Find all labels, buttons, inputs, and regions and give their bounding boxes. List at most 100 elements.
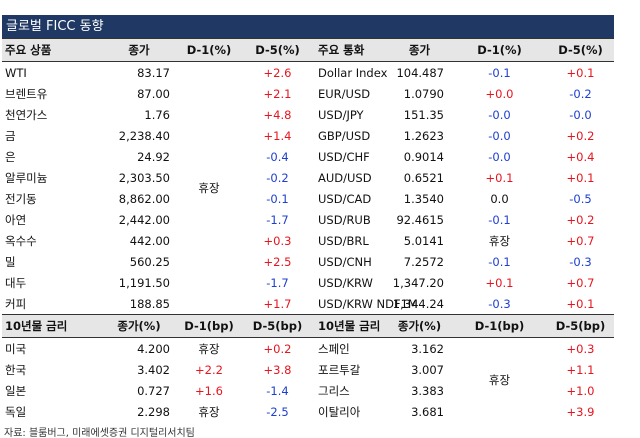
cell: 2.298 [137, 404, 170, 419]
merged-cell: 휴장 [488, 373, 511, 387]
header-cell: 주요 통화 [315, 38, 387, 62]
cell: 2,238.40 [118, 128, 170, 143]
cell: 1.2623 [403, 128, 444, 143]
cell: -0.1 [488, 254, 511, 269]
merged-cell: 휴장 [198, 181, 220, 195]
cell: -1.7 [266, 212, 289, 227]
cell: Dollar Index [318, 65, 388, 80]
report: 글로벌 FICC 동향 주요 상품 종가 D-1(%) D-5(%) 주요 통화 종가 D-… [2, 15, 614, 438]
cell: 은 [5, 149, 16, 164]
cell: +1.0 [566, 383, 595, 398]
cell: WTI [5, 65, 27, 80]
cell: 일본 [5, 383, 27, 398]
header-cell: 종가(%) [100, 314, 178, 338]
cell: 1,344.24 [392, 296, 444, 311]
bottom-table: 10년물 금리 종가(%) D-1(bp) D-5(bp) 10년물 금리 종가(%) D-… [2, 314, 614, 422]
cell: USD/BRL [318, 233, 369, 248]
top-table: 주요 상품 종가 D-1(%) D-5(%) 주요 통화 종가 D-1(%) D-5(%) WT… [2, 38, 614, 314]
cell: USD/CAD [318, 191, 372, 206]
cell: 스페인 [318, 341, 350, 356]
cell: +1.6 [195, 383, 223, 398]
cell: 1.3540 [403, 191, 444, 206]
cell: AUD/USD [318, 170, 372, 185]
cell: -1.7 [266, 275, 289, 290]
cell: 3.383 [411, 383, 444, 398]
cell: 1.0790 [403, 86, 444, 101]
cell: 알루미늄 [5, 170, 48, 185]
cell: 3.402 [137, 362, 170, 377]
cell: 전기동 [5, 191, 37, 206]
cell: 92.4615 [396, 212, 444, 227]
cell: +1.1 [566, 362, 595, 377]
cell: +0.1 [485, 275, 514, 290]
cell: 3.007 [411, 362, 444, 377]
cell: 7.2572 [403, 254, 444, 269]
cell: 0.727 [137, 383, 170, 398]
cell: +2.5 [263, 254, 292, 269]
cell: +0.4 [566, 149, 595, 164]
cell: USD/KRW NDF1M [318, 296, 418, 311]
cell: 미국 [5, 341, 27, 356]
header-cell: 주요 상품 [2, 38, 100, 62]
cell: 천연가스 [5, 107, 48, 122]
cell: GBP/USD [318, 128, 371, 143]
cell: +2.6 [263, 65, 292, 80]
cell: +0.1 [566, 170, 595, 185]
cell: -0.0 [569, 107, 592, 122]
cell: +0.7 [566, 233, 595, 248]
cell: 포르투갈 [318, 362, 361, 377]
cell: 이탈리아 [318, 404, 361, 419]
cell: 1,347.20 [392, 275, 444, 290]
cell: +1.4 [263, 128, 292, 143]
cell: +0.2 [566, 212, 595, 227]
cell: -0.0 [488, 107, 511, 122]
header-cell: 종가 [100, 38, 178, 62]
cell: +3.9 [566, 404, 595, 419]
cell: 83.17 [137, 65, 170, 80]
cell: 1.76 [144, 107, 170, 122]
cell: 24.92 [137, 149, 170, 164]
cell: USD/KRW [318, 275, 373, 290]
cell: -2.5 [266, 404, 289, 419]
cell: 151.35 [403, 107, 444, 122]
header-cell: D-5(bp) [240, 314, 315, 338]
row: 천연가스 1.76 +4.8 USD/JPY 151.35 -0.0 -0.0 [2, 104, 614, 125]
cell: USD/RUB [318, 212, 371, 227]
header-cell: D-1(bp) [452, 314, 547, 338]
cell: +0.2 [263, 341, 292, 356]
cell: +0.2 [566, 128, 595, 143]
cell: 아연 [5, 212, 27, 227]
cell: -0.1 [266, 191, 289, 206]
row: 브렌트유 87.00 +2.1 EUR/USD 1.0790 +0.0 -0.2 [2, 83, 614, 104]
cell: +0.1 [566, 65, 595, 80]
row: 전기동 8,862.00 -0.1 USD/CAD 1.3540 0.0 -0.5 [2, 188, 614, 209]
row: 커피 188.85 +1.7 USD/KRW NDF1M 1,344.24 -0.3 +0.… [2, 293, 614, 314]
row: 주요 상품 종가 D-1(%) D-5(%) 주요 통화 종가 D-1(%) D-5(%) [2, 38, 614, 62]
cell: 휴장 [198, 404, 220, 419]
cell: 0.0 [490, 191, 509, 206]
cell: 560.25 [129, 254, 170, 269]
cell: 2,442.00 [118, 212, 170, 227]
header-cell: D-1(%) [452, 38, 547, 62]
header-cell: 10년물 금리 [315, 314, 387, 338]
row: 옥수수 442.00 +0.3 USD/BRL 5.0141 휴장 +0.7 [2, 230, 614, 251]
header-cell: D-1(%) [178, 38, 240, 62]
cell: 옥수수 [5, 233, 37, 248]
cell: 금 [5, 128, 16, 143]
row: 금 2,238.40 +1.4 GBP/USD 1.2623 -0.0 +0.2 [2, 125, 614, 146]
cell: +2.2 [195, 362, 223, 377]
cell: 0.9014 [403, 149, 444, 164]
cell: 대두 [5, 275, 27, 290]
row: 독일 2.298 휴장 -2.5 이탈리아 3.681 +3.9 [2, 401, 614, 422]
cell: -0.1 [488, 65, 511, 80]
cell: 1,191.50 [118, 275, 170, 290]
cell: 밀 [5, 254, 16, 269]
cell: 2,303.50 [118, 170, 170, 185]
cell: +0.7 [566, 275, 595, 290]
header-cell: D-5(%) [547, 38, 614, 62]
cell: +2.1 [263, 86, 292, 101]
cell: -0.3 [488, 296, 511, 311]
cell: 독일 [5, 404, 27, 419]
row: 아연 2,442.00 -1.7 USD/RUB 92.4615 -0.1 +0.2 [2, 209, 614, 230]
cell: 4.200 [137, 341, 170, 356]
